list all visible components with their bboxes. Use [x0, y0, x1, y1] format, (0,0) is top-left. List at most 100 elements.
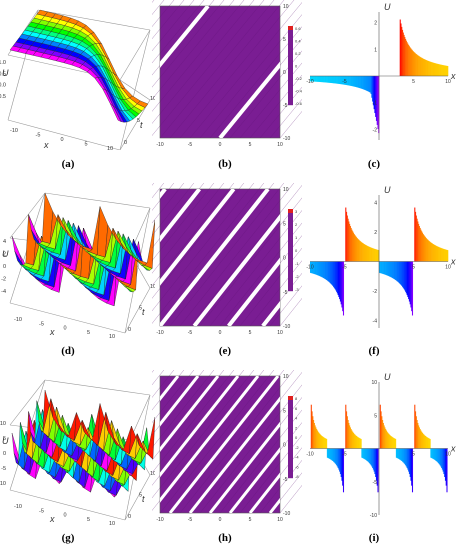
area-column — [361, 76, 363, 89]
area-column — [414, 207, 416, 262]
x-tick-label: 5 — [84, 142, 87, 148]
area-column — [398, 448, 400, 459]
area-column — [411, 448, 414, 493]
area-column — [317, 76, 319, 82]
x-tick-label: -10 — [14, 317, 22, 323]
area-column — [313, 420, 315, 449]
contour-line — [152, 183, 235, 287]
colorbar-tick-label: -8 — [295, 474, 299, 479]
y-tick-label: 10 — [371, 380, 377, 386]
area-column — [336, 76, 338, 84]
area-column — [423, 235, 425, 262]
area-column — [340, 448, 342, 477]
area-column — [408, 261, 410, 302]
area-column — [351, 430, 353, 449]
u-axis-label: U — [384, 2, 391, 12]
area-column — [342, 76, 345, 85]
area-column — [408, 448, 410, 475]
area-column — [416, 218, 418, 262]
area-column — [443, 65, 445, 76]
x-tick-label: -10 — [10, 128, 18, 134]
area-column — [362, 448, 364, 459]
area-column — [435, 245, 437, 262]
area-column — [339, 76, 341, 84]
area-column — [320, 435, 322, 449]
contour-line — [189, 2, 302, 139]
area-column — [323, 261, 325, 279]
area-column — [326, 76, 328, 83]
area-column — [430, 61, 432, 76]
contour-line — [269, 99, 302, 139]
area-column — [334, 261, 336, 290]
area-column — [405, 448, 407, 466]
area-column — [446, 249, 448, 262]
area-column — [415, 53, 417, 76]
area-column — [441, 64, 443, 76]
panel-label-e: (e) — [218, 345, 232, 357]
area-column — [428, 61, 430, 76]
area-column — [313, 76, 315, 82]
area-column — [317, 431, 319, 449]
area-column — [404, 448, 406, 465]
area-column — [319, 76, 322, 83]
area-column — [325, 76, 327, 83]
area-column — [334, 76, 336, 84]
area-column — [409, 448, 411, 477]
area-column — [333, 76, 335, 84]
area-column — [358, 239, 360, 262]
area-column — [374, 76, 376, 114]
contour-line — [152, 370, 235, 474]
area-column — [439, 64, 441, 76]
area-column — [434, 244, 436, 262]
area-column — [349, 76, 351, 86]
area-column — [408, 45, 410, 76]
area-column — [411, 50, 414, 76]
u-tick-label: -4 — [1, 289, 6, 295]
area-column — [363, 76, 365, 90]
colorbar-tick-label: -0.2 — [295, 76, 302, 81]
box-edge — [124, 207, 151, 334]
colorbar-tick-label: 1 — [295, 235, 298, 240]
area-column — [315, 76, 317, 82]
area-column — [405, 261, 407, 292]
area-column — [434, 63, 437, 76]
area-column — [383, 425, 385, 449]
x-axis-label: x — [49, 514, 55, 524]
box-edge — [9, 192, 46, 239]
area-column — [343, 76, 345, 85]
area-column — [311, 411, 313, 449]
area-column — [407, 448, 409, 470]
contour-line — [279, 111, 302, 139]
area-column — [326, 261, 328, 281]
colorbar-tick-label: -6 — [295, 464, 299, 469]
area-column — [370, 76, 372, 95]
area-column — [352, 232, 354, 262]
area-column — [339, 448, 341, 472]
area-column — [432, 62, 434, 76]
area-column — [403, 448, 405, 464]
area-column — [372, 76, 374, 102]
stripe-group — [160, 6, 280, 138]
area-column — [425, 238, 427, 262]
area-column — [435, 448, 437, 461]
area-column — [354, 434, 356, 449]
area-column — [375, 76, 377, 117]
area-column — [333, 261, 335, 287]
contour-line — [159, 0, 275, 139]
area-column — [322, 76, 324, 83]
area-column — [443, 248, 445, 262]
singular-stripe — [192, 214, 280, 326]
area-column — [425, 436, 427, 449]
area-column — [441, 448, 443, 468]
area-column — [320, 261, 322, 277]
area-column — [441, 64, 443, 76]
y-tick-label: -10 — [370, 513, 377, 519]
area-column — [315, 261, 317, 275]
y-tick-label: 0 — [283, 443, 286, 449]
singular-stripe — [160, 376, 220, 452]
x-axis-label: x — [49, 327, 55, 337]
area-column — [337, 76, 339, 84]
area-column — [362, 242, 364, 262]
colorbar-tick-label: 4 — [295, 416, 298, 421]
